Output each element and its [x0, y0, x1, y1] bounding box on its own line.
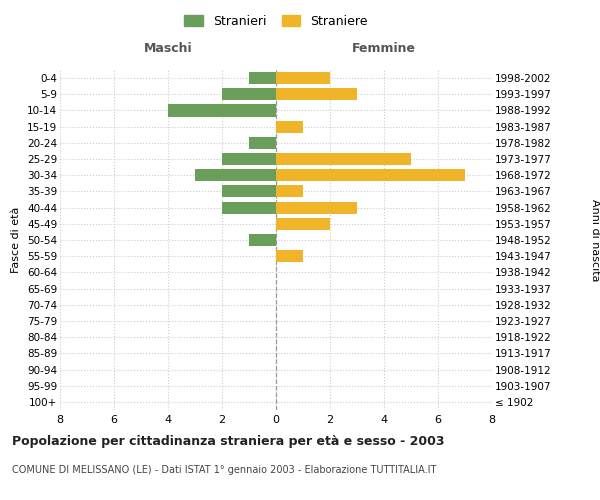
Bar: [276, 120, 303, 132]
Bar: [249, 234, 276, 246]
Bar: [249, 137, 276, 149]
Y-axis label: Fasce di età: Fasce di età: [11, 207, 22, 273]
Bar: [222, 88, 276, 101]
Text: Femmine: Femmine: [352, 42, 416, 55]
Bar: [195, 169, 276, 181]
Bar: [276, 169, 465, 181]
Legend: Stranieri, Straniere: Stranieri, Straniere: [184, 15, 368, 28]
Bar: [276, 186, 303, 198]
Y-axis label: Anni di nascita: Anni di nascita: [590, 198, 600, 281]
Bar: [276, 202, 357, 213]
Bar: [276, 72, 330, 84]
Text: COMUNE DI MELISSANO (LE) - Dati ISTAT 1° gennaio 2003 - Elaborazione TUTTITALIA.: COMUNE DI MELISSANO (LE) - Dati ISTAT 1°…: [12, 465, 436, 475]
Text: Popolazione per cittadinanza straniera per età e sesso - 2003: Popolazione per cittadinanza straniera p…: [12, 435, 445, 448]
Bar: [168, 104, 276, 117]
Bar: [222, 202, 276, 213]
Text: Maschi: Maschi: [143, 42, 193, 55]
Bar: [276, 218, 330, 230]
Bar: [276, 250, 303, 262]
Bar: [222, 186, 276, 198]
Bar: [276, 153, 411, 165]
Bar: [276, 88, 357, 101]
Bar: [222, 153, 276, 165]
Bar: [249, 72, 276, 84]
